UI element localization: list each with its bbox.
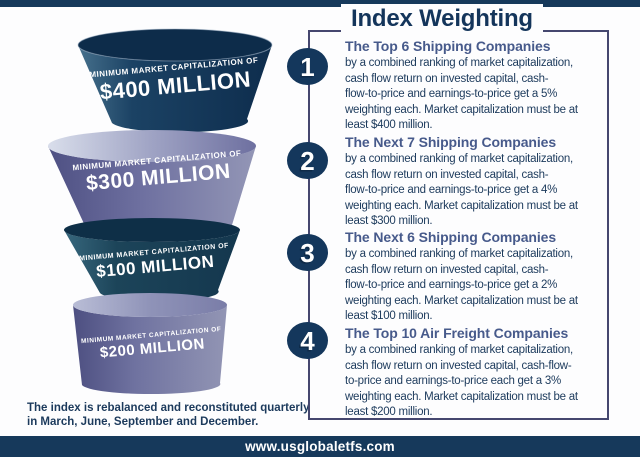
item-4-body: by a combined ranking of market capitali…: [345, 344, 578, 419]
footer-bar: www.usglobaletfs.com: [0, 436, 640, 457]
funnel-tier-2-body: [48, 146, 256, 238]
rebalance-note: The index is rebalanced and reconstitute…: [27, 402, 310, 428]
step-4-badge: 4: [287, 322, 328, 359]
item-2-heading: The Next 7 Shipping Companies: [345, 134, 557, 150]
item-3-heading: The Next 6 Shipping Companies: [345, 229, 557, 245]
item-1-body: by a combined ranking of market capitali…: [345, 57, 578, 132]
funnel-tier-4-body: [73, 305, 227, 395]
funnel-shapes: [48, 28, 273, 395]
weighting-item-1: The Top 6 Shipping Companies by a combin…: [345, 38, 607, 134]
step-2-number: 2: [300, 145, 315, 176]
item-1-heading: The Top 6 Shipping Companies: [345, 38, 551, 54]
weighting-item-2: The Next 7 Shipping Companies by a combi…: [345, 134, 607, 230]
funnel-diagram: MINIMUM MARKET CAPITALIZATION OF $400 MI…: [0, 0, 340, 400]
weighting-item-3: The Next 6 Shipping Companies by a combi…: [345, 229, 607, 325]
step-3-number: 3: [300, 237, 315, 268]
page-title: Index Weighting: [341, 4, 543, 34]
step-1-number: 1: [300, 51, 315, 82]
funnel-tier-1-rim: [77, 28, 273, 62]
funnel-tier-1-body: [78, 45, 272, 133]
step-3-badge: 3: [287, 234, 328, 271]
step-1-badge: 1: [287, 48, 328, 85]
website-url: www.usglobaletfs.com: [245, 439, 395, 454]
step-2-badge: 2: [287, 142, 328, 179]
weighting-item-4: The Top 10 Air Freight Companies by a co…: [345, 325, 607, 421]
item-4-heading: The Top 10 Air Freight Companies: [345, 325, 569, 341]
funnel-tier-3-rim: [64, 218, 240, 242]
item-3-body: by a combined ranking of market capitali…: [345, 248, 578, 323]
item-2-body: by a combined ranking of market capitali…: [345, 153, 578, 228]
funnel-tier-2-rim: [48, 130, 256, 162]
step-4-number: 4: [300, 325, 315, 356]
top-accent-bar: [0, 0, 640, 7]
funnel-tier-4-rim: [73, 293, 227, 317]
funnel-tier-3-body: [64, 230, 240, 302]
